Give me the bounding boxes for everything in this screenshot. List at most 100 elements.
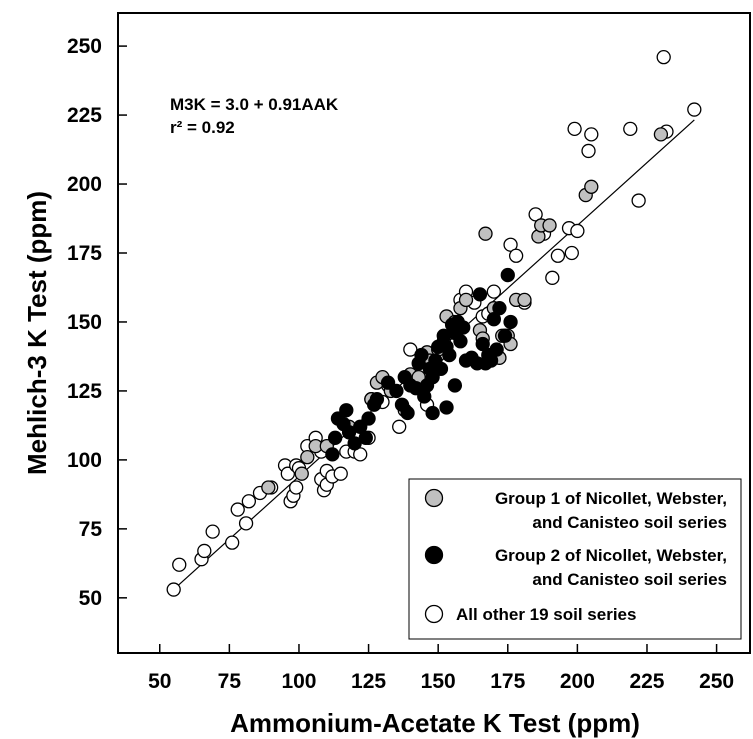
x-tick-label: 50 [148,670,171,693]
data-point-open [353,447,368,462]
data-point-filled-black [486,312,502,327]
legend-label: Group 1 of Nicollet, Webster, [495,489,727,508]
data-point-filled-black [425,369,440,385]
data-point-open [528,207,543,222]
data-point-filled-black [433,361,449,377]
data-point-open [280,466,295,481]
data-point-filled-black [489,342,504,357]
r-squared-annotation: r² = 0.92 [170,118,235,137]
data-point-filled-black [400,405,415,421]
data-point-open [687,102,702,117]
data-point-filled-gray [542,218,557,233]
y-tick-label: 100 [67,449,102,472]
x-tick-label: 200 [560,670,595,693]
legend-label: Group 2 of Nicollet, Webster, [495,546,727,565]
data-point-filled-gray [458,292,474,308]
y-tick-label: 150 [67,311,102,334]
data-point-open [403,342,418,357]
data-point-filled-black [475,336,490,352]
data-point-open [550,248,566,263]
data-point-filled-black [425,405,440,421]
data-point-open [656,49,671,65]
data-point-open [564,245,579,261]
data-point-filled-black [483,353,499,368]
data-point-open [241,494,257,509]
data-point-open [333,466,348,481]
data-point-filled-black [328,430,343,445]
data-point-filled-black [339,403,354,418]
legend-label: All other 19 soil series [456,605,636,624]
data-point-open [166,582,181,597]
data-point-filled-black [492,301,507,316]
data-point-filled-black [500,267,515,283]
x-tick-label: 100 [281,670,316,693]
y-tick-label: 75 [79,518,103,541]
data-point-filled-black [442,347,457,363]
data-point-filled-black [497,328,513,343]
y-tick-label: 250 [67,35,102,58]
data-point-filled-black [414,347,429,363]
data-point-filled-gray [261,480,276,495]
data-point-filled-gray [584,179,599,194]
data-point-filled-gray [517,292,532,308]
data-point-filled-black [456,320,471,335]
x-tick-label: 150 [421,670,456,693]
data-point-filled-black [389,383,404,399]
data-point-filled-gray [300,449,315,465]
data-point-open [205,524,220,539]
data-point-filled-black [369,392,385,407]
data-point-filled-black [358,430,373,445]
plot-area-frame [117,12,751,654]
data-point-filled-black [347,436,362,451]
data-point-filled-gray [653,127,669,142]
data-point-open [581,143,596,159]
legend-marker [424,604,444,624]
data-point-filled-gray [478,226,493,241]
data-point-open [392,419,407,434]
data-point-filled-black [439,400,454,415]
data-point-filled-black [472,287,488,302]
x-tick-label: 175 [490,670,525,693]
x-axis-title: Ammonium-Acetate K Test (ppm) [230,708,640,738]
x-tick-label: 125 [351,670,386,693]
data-point-filled-black [503,314,518,330]
legend: Group 1 of Nicollet, Webster, and Caniste… [408,478,742,640]
data-point-open [584,127,599,142]
data-point-open [289,480,304,495]
legend-marker [424,488,444,508]
data-point-filled-black [341,425,357,440]
data-point-open [503,237,518,252]
data-point-filled-black [453,334,468,349]
data-point-filled-black [353,419,368,434]
equation-annotation: M3K = 3.0 + 0.91AAK [170,95,339,114]
data-point-filled-black [447,378,463,393]
data-point-open [623,121,638,137]
data-point-open [567,121,582,137]
x-tick-label: 225 [629,670,664,693]
legend-label: and Canisteo soil series [532,570,727,589]
y-tick-label: 175 [67,242,102,265]
data-point-open [486,284,502,299]
y-tick-label: 50 [79,587,102,610]
data-point-open [545,270,560,285]
data-point-open [570,223,585,239]
y-tick-label: 125 [67,380,102,403]
y-tick-label: 200 [67,173,102,196]
data-point-open [172,557,187,572]
legend-label: and Canisteo soil series [532,513,727,532]
data-point-open [224,535,240,550]
data-point-filled-gray [294,466,309,481]
data-point-open [230,502,245,517]
x-tick-label: 250 [699,670,734,693]
data-point-open [238,516,254,531]
data-point-filled-black [325,447,340,462]
legend-box [408,478,742,640]
data-point-open [631,193,646,208]
data-point-open [508,248,524,263]
data-point-filled-black [361,411,376,426]
data-point-open [197,543,212,559]
y-tick-label: 225 [67,104,102,127]
legend-marker [424,545,444,565]
x-tick-label: 75 [218,670,242,693]
